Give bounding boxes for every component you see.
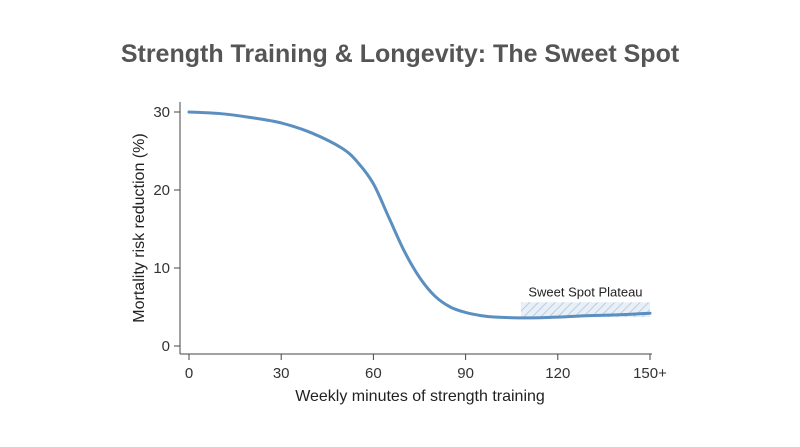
y-ticks: 0 10 20 30 (153, 104, 180, 355)
x-tick-label: 90 (457, 365, 474, 382)
y-axis-label: Mortality risk reduction (%) (131, 133, 148, 322)
series-layer (187, 110, 652, 320)
series-line (187, 110, 652, 320)
x-tick-label: 0 (185, 365, 193, 382)
x-tick-label: 150+ (633, 365, 667, 382)
chart-title: Strength Training & Longevity: The Sweet… (121, 40, 680, 68)
x-tick-label: 30 (273, 365, 290, 382)
x-tick-label: 120 (545, 365, 570, 382)
x-axis-label: Weekly minutes of strength training (295, 388, 545, 405)
sweet-spot-label: Sweet Spot Plateau (528, 284, 642, 299)
x-ticks: 0 30 60 90 120 150+ (185, 354, 667, 382)
y-tick-label: 0 (162, 338, 170, 355)
x-tick-label: 60 (365, 365, 382, 382)
annotation-layer: Sweet Spot Plateau (520, 284, 650, 318)
y-tick-label: 30 (153, 104, 170, 121)
y-tick-label: 20 (153, 182, 170, 199)
y-tick-label: 10 (153, 260, 170, 277)
